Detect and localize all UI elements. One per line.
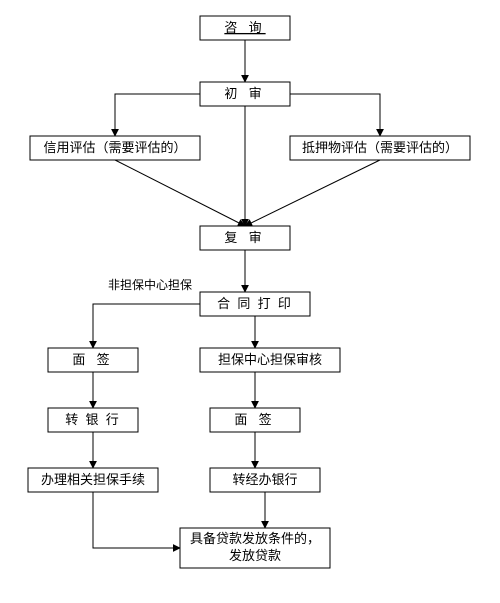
node-bank_r: 转经办银行 [210, 468, 320, 492]
node-consult: 咨 询 [200, 16, 290, 40]
node-final-label1: 具备贷款发放条件的， [190, 531, 320, 546]
node-bank_r-label: 转经办银行 [232, 472, 297, 487]
flowchart-canvas: 非担保中心担保 咨 询初 审信用评估（需要评估的） 抵押物评估（需要评估的） 复 审合… [0, 0, 500, 603]
node-sign_l-label: 面 签 [72, 352, 113, 367]
handle-to-final [93, 492, 180, 548]
node-sign_l: 面 签 [48, 348, 138, 372]
node-final: 具备贷款发放条件的， 发放贷款 [180, 528, 330, 568]
node-handle: 办理相关担保手续 [28, 468, 158, 492]
node-bank_l: 转 银 行 [48, 408, 138, 432]
credit-to-review [115, 160, 245, 226]
node-prelim: 初 审 [200, 82, 290, 106]
contract-left-branch [93, 304, 200, 348]
node-bank_l-label: 转 银 行 [65, 412, 121, 427]
node-guarantee_review-label: 担保中心担保审核 [218, 352, 322, 367]
node-credit-label: 信用评估（需要评估的） [43, 140, 186, 155]
node-collateral-label: 抵押物评估（需要评估的） [302, 140, 458, 155]
node-collateral: 抵押物评估（需要评估的） [290, 136, 470, 160]
node-prelim-label: 初 审 [224, 86, 265, 101]
node-contract: 合 同 打 印 [200, 292, 310, 316]
node-review-label: 复 审 [224, 230, 265, 245]
prelim-branch-right [290, 94, 380, 136]
node-sign_r-label: 面 签 [234, 412, 275, 427]
collateral-to-review [245, 160, 380, 226]
node-consult-label: 咨 询 [224, 20, 265, 35]
prelim-branch-left [115, 94, 200, 136]
node-sign_r: 面 签 [210, 408, 300, 432]
node-guarantee_review: 担保中心担保审核 [200, 348, 340, 372]
node-final-label2: 发放贷款 [229, 548, 281, 563]
node-contract-label: 合 同 打 印 [217, 296, 293, 311]
node-review: 复 审 [200, 226, 290, 250]
node-handle-label: 办理相关担保手续 [41, 472, 145, 487]
branch-label-non-guarantee: 非担保中心担保 [108, 277, 192, 292]
node-credit: 信用评估（需要评估的） [30, 136, 200, 160]
